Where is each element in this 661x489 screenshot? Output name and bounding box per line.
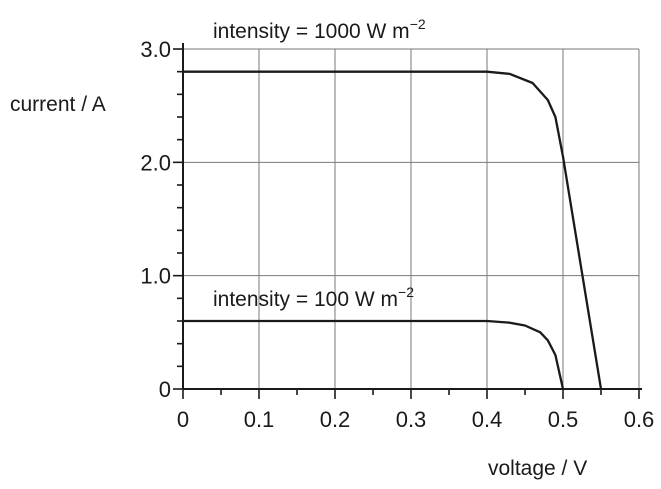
- y-tick-label: 1.0: [140, 264, 171, 289]
- y-tick-label: 2.0: [140, 150, 171, 175]
- y-tick-label: 3.0: [140, 37, 171, 62]
- curve-intensity-100: [183, 319, 565, 390]
- x-tick-label: 0.1: [244, 407, 275, 432]
- ticks: 0 0.1 0.2 0.3 0.4 0.5 0.6 0 1.0 2.0 3.0: [140, 37, 654, 432]
- x-axis-label: voltage / V: [488, 457, 587, 480]
- curve-intensity-1000: [183, 70, 603, 390]
- x-tick-label: 0.6: [624, 407, 655, 432]
- grid: [183, 48, 640, 389]
- x-tick-label: 0: [177, 407, 189, 432]
- curves: [183, 70, 603, 390]
- x-tick-label: 0.3: [396, 407, 427, 432]
- series-label-100: intensity = 100 W m−2: [213, 284, 414, 311]
- x-tick-label: 0.2: [320, 407, 351, 432]
- y-tick-label: 0: [159, 377, 171, 402]
- series-label-1000: intensity = 1000 W m−2: [213, 16, 426, 43]
- x-tick-label: 0.4: [472, 407, 503, 432]
- y-axis-label: current / A: [10, 93, 106, 116]
- x-tick-label: 0.5: [548, 407, 579, 432]
